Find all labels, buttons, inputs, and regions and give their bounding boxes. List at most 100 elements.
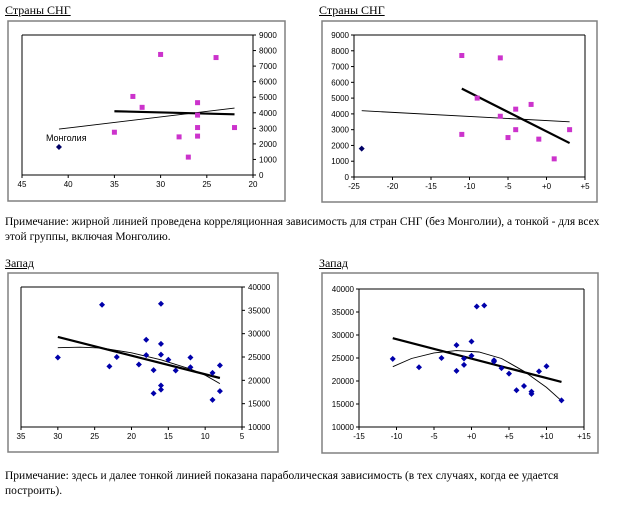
data-point [473, 303, 480, 310]
chart-frame [321, 20, 598, 203]
y-tick-label: 25000 [248, 353, 271, 362]
y-tick-label: 1000 [331, 157, 349, 166]
y-tick-label: 5000 [259, 93, 277, 102]
x-tick-label: +0 [542, 182, 552, 191]
data-point [213, 55, 219, 61]
data-point [195, 100, 201, 106]
data-point [453, 367, 460, 374]
data-point [209, 396, 216, 403]
y-tick-label: 30000 [332, 331, 355, 340]
y-tick-label: 15000 [248, 400, 271, 409]
y-tick-label: 10000 [248, 423, 271, 432]
data-point [176, 134, 182, 140]
y-tick-label: 2000 [331, 141, 349, 150]
x-tick-label: +5 [504, 432, 514, 441]
y-tick-label: 5000 [331, 94, 349, 103]
y-tick-label: 8000 [331, 47, 349, 56]
data-point [135, 361, 142, 368]
chart-title-west-2: Запад [319, 256, 349, 270]
x-tick-label: 40 [64, 180, 73, 189]
y-tick-label: 1000 [259, 155, 277, 164]
data-point [111, 129, 117, 135]
data-point [474, 95, 480, 101]
data-point [130, 93, 136, 99]
y-tick-label: 7000 [331, 63, 349, 72]
x-tick-label: 5 [240, 432, 245, 441]
x-tick-label: -5 [430, 432, 438, 441]
x-tick-label: 20 [127, 432, 136, 441]
data-point [536, 368, 542, 375]
data-point [468, 352, 475, 359]
y-tick-label: 6000 [331, 78, 349, 87]
x-tick-label: -10 [391, 432, 403, 441]
data-point [195, 112, 201, 118]
data-point [528, 390, 535, 397]
data-point [113, 354, 120, 360]
data-point [459, 53, 465, 59]
chart-1: 45 40 35 30 25 200 1000 2000 3000 4000 5000 6000 700… [7, 20, 286, 202]
data-point [139, 104, 145, 110]
data-point [150, 367, 157, 374]
data-point [195, 133, 201, 139]
y-tick-label: 40000 [248, 283, 271, 292]
data-point [461, 361, 467, 368]
y-tick-label: 7000 [259, 62, 277, 71]
data-point [491, 358, 497, 365]
chart-2: -25 -20 -15 -10 -5 +0 +5 0 1000 2000 3000 4000 5000 6… [321, 20, 598, 203]
data-point [358, 145, 365, 152]
x-tick-label: 15 [164, 432, 173, 441]
data-point [185, 154, 191, 160]
data-point [536, 136, 542, 142]
data-point [232, 125, 238, 131]
x-tick-label: 10 [201, 432, 210, 441]
y-tick-label: 35000 [248, 306, 271, 315]
point-annotation: Монголия [46, 133, 87, 143]
data-point [513, 387, 520, 394]
x-tick-label: 25 [202, 180, 211, 189]
data-point [187, 364, 194, 371]
y-tick-label: 3000 [259, 124, 277, 133]
data-point [55, 144, 62, 150]
data-point [506, 370, 512, 377]
y-tick-label: 20000 [248, 376, 271, 385]
chart-4: -15 -10 -5 +0 +5 +10 +15 10000 15000 20000 25000 30… [321, 272, 599, 454]
data-point [558, 397, 565, 404]
data-point [187, 354, 194, 361]
data-point [528, 101, 534, 107]
data-point [157, 351, 164, 358]
y-tick-label: 6000 [259, 78, 277, 87]
x-tick-label: 30 [53, 432, 62, 441]
x-tick-label: 45 [18, 180, 27, 189]
x-tick-label: 25 [90, 432, 99, 441]
x-tick-label: 20 [249, 180, 258, 189]
y-tick-label: 0 [345, 173, 350, 182]
data-point [551, 156, 557, 162]
y-tick-label: 4000 [331, 110, 349, 119]
trend-line-thin [361, 110, 570, 123]
x-tick-label: -10 [464, 182, 476, 191]
y-tick-label: 10000 [332, 423, 355, 432]
data-point [461, 355, 467, 362]
data-point [106, 363, 113, 370]
x-tick-label: -15 [353, 432, 365, 441]
x-tick-label: -5 [504, 182, 512, 191]
y-tick-label: 3000 [331, 126, 349, 135]
y-tick-label: 4000 [259, 109, 277, 118]
chart-title-west-1: Запад [5, 256, 35, 270]
chart-frame [321, 272, 599, 454]
data-point [513, 106, 519, 112]
data-point [497, 113, 503, 119]
data-point [172, 367, 179, 374]
y-tick-label: 0 [259, 171, 264, 180]
data-point [505, 135, 511, 141]
note-cis: Примечание: жирной линией проведена корр… [5, 216, 600, 243]
y-tick-label: 15000 [332, 400, 355, 409]
y-tick-label: 35000 [332, 308, 355, 317]
trend-line-bold [392, 337, 562, 383]
trend-line-thin [58, 107, 235, 130]
data-point [453, 342, 460, 349]
x-tick-label: -20 [387, 182, 399, 191]
y-tick-label: 40000 [332, 285, 355, 294]
y-tick-label: 9000 [331, 31, 349, 40]
